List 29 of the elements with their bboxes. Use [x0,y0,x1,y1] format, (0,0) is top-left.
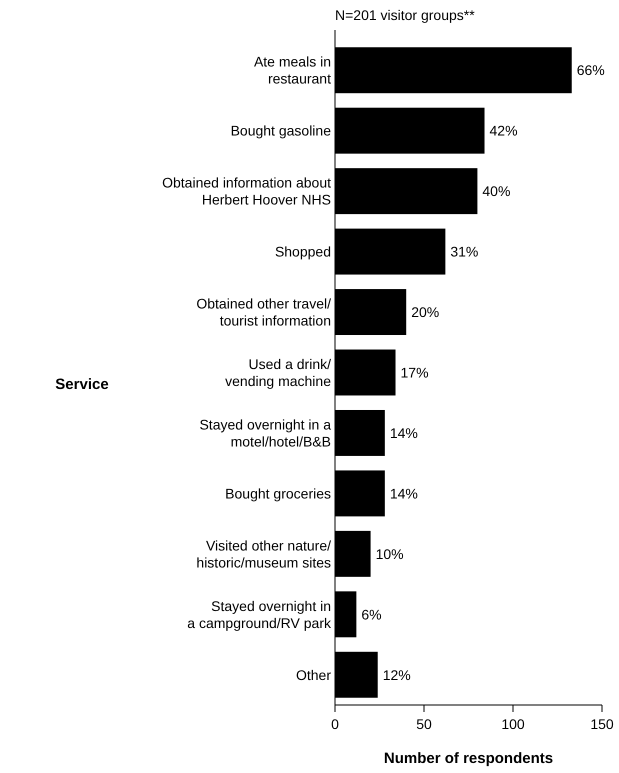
y-axis-title: Service [55,376,109,393]
annotation: 12% [382,666,411,683]
x-tick-label: 100 [501,716,525,732]
y-tick-label: Bought groceries [225,485,331,502]
annotation: 66% [576,62,605,78]
y-tick-label: Used a drink/ vending machine [225,356,332,389]
annotation: 20% [411,304,440,320]
annotation: 17% [400,364,429,380]
y-tick-label: Stayed overnight in a motel/hotel/B&B [199,416,332,450]
annotation: 10% [376,546,404,562]
x-tick-label: 150 [590,716,614,732]
y-tick-label: Other [296,666,332,683]
y-tick-label: Obtained information about Herbert Hoover NHS [162,174,332,208]
y-tick-label: Shopped [274,244,331,260]
annotation: 14% [390,424,418,441]
y-tick-label: Visited other nature/ historic/museum sites [196,537,332,570]
x-tick-label: 50 [416,716,432,732]
y-tick-label: Obtained other travel/ tourist information [196,296,332,329]
y-tick-label: Stayed overnight in a campground/RV park [187,598,332,631]
y-tick-label: Ate meals in restaurant [254,54,332,87]
x-axis-title: Number of respondents [384,750,554,767]
annotation: 14% [390,485,418,502]
annotation: 6% [361,606,382,622]
x-tick-label: 0 [331,716,340,732]
y-tick-label: Bought gasoline [230,122,332,139]
annotation: 40% [482,183,510,200]
annotation: 31% [450,244,478,260]
chart-title: N=201 visitor groups** [335,7,476,23]
annotation: 42% [490,122,518,139]
